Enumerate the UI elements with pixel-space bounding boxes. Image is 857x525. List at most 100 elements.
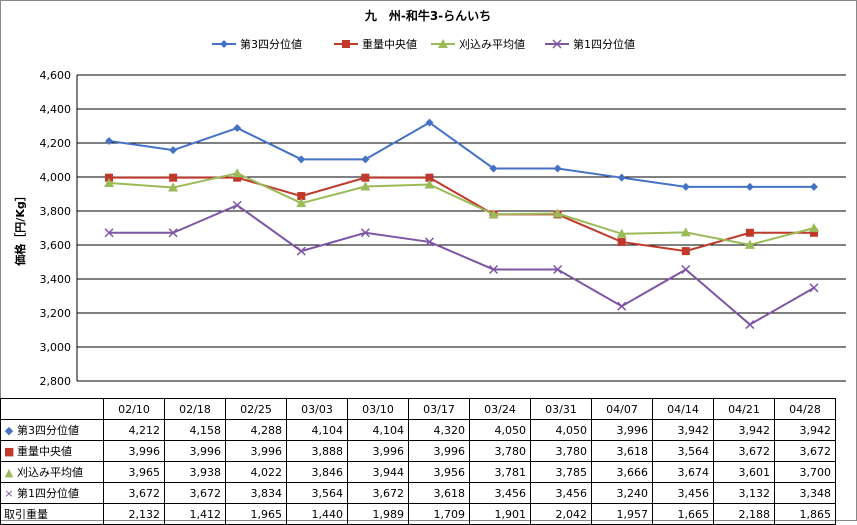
data-label: 4,104 [286, 419, 348, 441]
data-point [232, 168, 243, 178]
data-label: 3,700 [774, 461, 836, 483]
data-point [168, 228, 178, 238]
legend-label: 刈込み平均値 [459, 38, 525, 51]
y-axis-label: 価格［円/Kg］ [13, 190, 27, 266]
legend-marker [552, 39, 562, 49]
data-label: 3,781 [469, 461, 531, 483]
data-label: 3,666 [591, 461, 653, 483]
data-label: 3,996 [164, 440, 226, 462]
data-point [104, 177, 115, 187]
data-point [745, 182, 754, 191]
data-point [233, 173, 242, 182]
y-tick-label: 4,000 [40, 171, 72, 184]
data-point [617, 237, 626, 246]
table-row: ◆ 第3四分位値 4,212 4,158 4,288 4,104 4,104 4,320 4,0… [0, 419, 836, 441]
x-tick-label: 04/07 [591, 398, 653, 420]
data-point [297, 192, 306, 201]
data-label: 4,288 [225, 419, 287, 441]
x-tick-label: 02/25 [225, 398, 287, 420]
data-label: 3,888 [286, 440, 348, 462]
data-label: 1,440 [286, 503, 348, 525]
data-point [681, 182, 690, 191]
data-point [809, 283, 819, 293]
legend-label: 第1四分位値 [573, 37, 635, 51]
data-point [744, 239, 755, 249]
series-line [109, 176, 814, 253]
x-tick-label: 04/28 [774, 398, 836, 420]
data-label: 4,212 [103, 419, 165, 441]
x-tick-label: 03/10 [347, 398, 409, 420]
y-tick-label: 3,400 [40, 273, 72, 286]
x-tick-label: 04/14 [652, 398, 714, 420]
data-label: 3,944 [347, 461, 409, 483]
data-label: 3,456 [469, 482, 531, 504]
line-chart: 九 州-和牛3-らんいち 2,800 3,000 3,200 3,400 3,600 3,8… [13, 8, 846, 388]
data-point [233, 124, 242, 133]
series-label-cell: ■ 重量中央値 [0, 440, 104, 462]
data-point [296, 198, 307, 208]
data-point [361, 173, 370, 182]
x-marker-icon: × [4, 487, 14, 500]
data-label: 3,672 [347, 482, 409, 504]
data-point [168, 182, 179, 192]
data-label: 1,865 [774, 503, 836, 525]
data-point [808, 223, 819, 232]
data-point [360, 228, 370, 238]
table-row: ▲ 刈込み平均値 3,965 3,938 4,022 3,846 3,944 3,956 3,7… [0, 461, 836, 483]
data-label: 3,965 [103, 461, 165, 483]
data-point [104, 228, 114, 238]
data-point [616, 228, 627, 238]
data-point [553, 164, 562, 173]
data-point [425, 173, 434, 182]
x-tick-label: 03/31 [530, 398, 592, 420]
data-label: 4,022 [225, 461, 287, 483]
legend-marker [438, 39, 448, 48]
y-tick-label: 3,600 [40, 239, 72, 252]
y-tick-label: 4,600 [40, 69, 72, 82]
data-point [361, 155, 370, 164]
data-label: 3,672 [103, 482, 165, 504]
series-label-cell: × 第1四分位値 [0, 482, 104, 504]
legend-marker [342, 40, 350, 48]
data-label: 3,618 [591, 440, 653, 462]
data-label: 3,846 [286, 461, 348, 483]
data-label: 3,240 [591, 482, 653, 504]
data-label: 3,996 [103, 440, 165, 462]
data-point [424, 237, 434, 247]
diamond-marker-icon: ◆ [4, 424, 14, 437]
data-label: 2,132 [103, 503, 165, 525]
data-label: 2,042 [530, 503, 592, 525]
y-tick-label: 3,800 [40, 205, 72, 218]
x-tick-label: 02/18 [164, 398, 226, 420]
x-tick-label: 03/24 [469, 398, 531, 420]
data-label: 4,320 [408, 419, 470, 441]
legend-marker [220, 40, 228, 48]
data-label: 3,942 [713, 419, 775, 441]
triangle-marker-icon: ▲ [4, 466, 14, 479]
data-label: 3,674 [652, 461, 714, 483]
data-label: 3,996 [347, 440, 409, 462]
data-point [809, 228, 818, 237]
data-point [489, 264, 499, 275]
data-label: 3,456 [652, 482, 714, 504]
legend-label: 第3四分位値 [240, 37, 302, 51]
data-label: 4,104 [347, 419, 409, 441]
data-label: 1,957 [591, 503, 653, 525]
data-label: 4,158 [164, 419, 226, 441]
data-label: 3,996 [591, 419, 653, 441]
data-point [297, 155, 306, 164]
data-point [809, 182, 818, 191]
data-label: 3,956 [408, 461, 470, 483]
data-point [105, 173, 114, 182]
data-label: 4,050 [469, 419, 531, 441]
data-label: 1,709 [408, 503, 470, 525]
data-label: 1,665 [652, 503, 714, 525]
data-point [617, 301, 627, 311]
square-marker-icon: ■ [4, 445, 15, 458]
table-row: ■ 重量中央値 3,996 3,996 3,996 3,888 3,996 3,996 3,78… [0, 440, 836, 462]
series-line [108, 172, 815, 246]
y-tick-label: 2,800 [40, 375, 72, 388]
series-name: 重量中央値 [17, 445, 72, 458]
data-point [232, 200, 242, 210]
data-label: 1,412 [164, 503, 226, 525]
